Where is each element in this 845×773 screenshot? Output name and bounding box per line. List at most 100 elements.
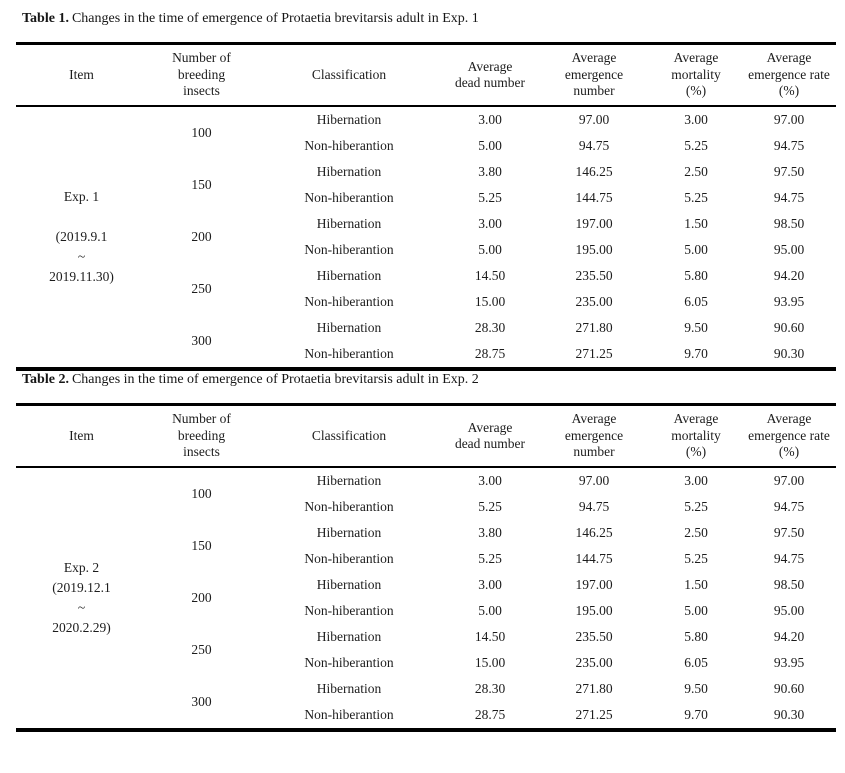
column-header-line: Average xyxy=(571,411,617,427)
classification-cell: Non-hiberantion xyxy=(304,190,394,205)
emergence-rate-cell: 90.30 xyxy=(773,346,805,361)
table-2-block: Table 2. Changes in the time of emergence… xyxy=(16,371,836,732)
emergence-number-cell: 146.25 xyxy=(575,164,613,179)
item-line: 2020.2.29) xyxy=(52,620,111,635)
dead-number-cell: 28.30 xyxy=(474,681,506,696)
column-header-dead-number: Average dead number xyxy=(442,404,538,468)
column-header-line: (%) xyxy=(778,83,800,99)
dead-number-cell: 14.50 xyxy=(474,629,506,644)
column-header-emergence-number: Average emergence number xyxy=(538,43,650,107)
emergence-rate-cell: 95.00 xyxy=(773,603,805,618)
dead-number-cell: 15.00 xyxy=(474,294,506,309)
dead-number-cell: 5.00 xyxy=(478,603,502,618)
table-row: Non-hiberantion 15.00 235.00 6.05 93.95 xyxy=(16,650,836,676)
emergence-number-cell: 146.25 xyxy=(575,525,613,540)
classification-cell: Non-hiberantion xyxy=(304,707,394,722)
table-1: Item Number of breeding insects Classificati… xyxy=(16,42,836,371)
column-header-line: (%) xyxy=(685,83,707,99)
header-row: Item Number of breeding insects Classificati… xyxy=(16,43,836,107)
column-header-line: (%) xyxy=(778,444,800,460)
item-cell: Exp. 2 (2019.12.1 ~2020.2.29) xyxy=(16,467,147,730)
column-header-line: Number of xyxy=(172,50,231,66)
emergence-number-cell: 235.00 xyxy=(575,655,613,670)
emergence-number-cell: 235.00 xyxy=(575,294,613,309)
table-2-caption: Table 2. Changes in the time of emergence… xyxy=(22,371,833,389)
column-header-emergence-number: Average emergence number xyxy=(538,404,650,468)
classification-cell: Non-hiberantion xyxy=(304,242,394,257)
emergence-rate-cell: 94.20 xyxy=(773,629,805,644)
emergence-rate-cell: 90.60 xyxy=(773,320,805,335)
mortality-cell: 5.00 xyxy=(684,242,708,257)
table-row: Non-hiberantion 28.75 271.25 9.70 90.30 xyxy=(16,702,836,730)
column-header-line: Classification xyxy=(311,427,387,443)
table-row: 300 Hibernation 28.30 271.80 9.50 90.60 xyxy=(16,676,836,709)
column-header-line: emergence xyxy=(564,427,624,443)
classification-cell: Hibernation xyxy=(316,112,382,127)
breeding-count-cell: 300 xyxy=(191,333,212,348)
column-header-line: Average xyxy=(673,50,719,66)
mortality-cell: 5.80 xyxy=(684,629,708,644)
table-2-caption-label: Table 2. xyxy=(22,372,69,387)
item-line: ~ xyxy=(77,600,86,615)
mortality-cell: 2.50 xyxy=(684,525,708,540)
column-header-emergence-rate: Average emergence rate (%) xyxy=(742,404,836,468)
column-header-line: insects xyxy=(183,83,220,99)
classification-cell: Non-hiberantion xyxy=(304,346,394,361)
breeding-count-cell: 200 xyxy=(191,229,212,244)
column-header-line: Average xyxy=(467,58,513,74)
header-row: Item Number of breeding insects Classificati… xyxy=(16,404,836,468)
emergence-rate-cell: 90.30 xyxy=(773,707,805,722)
classification-cell: Hibernation xyxy=(316,681,382,696)
classification-cell: Hibernation xyxy=(316,164,382,179)
column-header-line: (%) xyxy=(685,444,707,460)
mortality-cell: 6.05 xyxy=(684,294,708,309)
mortality-cell: 9.50 xyxy=(684,681,708,696)
column-header-classification: Classification xyxy=(256,404,442,468)
table-1-body: Exp. 1 (2019.9.1 ~2019.11.30) 100 Hibernatio… xyxy=(16,106,836,369)
classification-cell: Non-hiberantion xyxy=(304,138,394,153)
column-header-line: dead number xyxy=(454,436,526,451)
breeding-count-cell: 150 xyxy=(191,538,212,553)
emergence-number-cell: 271.25 xyxy=(575,707,613,722)
classification-cell: Hibernation xyxy=(316,216,382,231)
column-header-line: number xyxy=(573,83,615,99)
emergence-rate-cell: 97.50 xyxy=(773,164,805,179)
dead-number-cell: 28.75 xyxy=(474,346,506,361)
item-line: ~ xyxy=(77,249,86,264)
emergence-rate-cell: 93.95 xyxy=(773,294,805,309)
column-header-line: dead number xyxy=(454,75,526,90)
table-2-header: Item Number of breeding insects Classificati… xyxy=(16,404,836,468)
column-header-mortality: Average mortality (%) xyxy=(650,43,742,107)
column-header-line: emergence rate xyxy=(748,427,830,443)
mortality-cell: 3.00 xyxy=(684,473,708,488)
emergence-rate-cell: 94.75 xyxy=(773,190,805,205)
table-row: 150 Hibernation 3.80 146.25 2.50 97.50 xyxy=(16,520,836,553)
breeding-count-cell: 100 xyxy=(191,486,212,501)
table-1-header: Item Number of breeding insects Classificati… xyxy=(16,43,836,107)
table-row: 300 Hibernation 28.30 271.80 9.50 90.60 xyxy=(16,315,836,348)
dead-number-cell: 15.00 xyxy=(474,655,506,670)
column-header-classification: Classification xyxy=(256,43,442,107)
mortality-cell: 2.50 xyxy=(684,164,708,179)
emergence-number-cell: 197.00 xyxy=(575,577,613,592)
table-row: Non-hiberantion 28.75 271.25 9.70 90.30 xyxy=(16,341,836,369)
column-header-item: Item xyxy=(16,43,147,107)
emergence-number-cell: 271.80 xyxy=(575,681,613,696)
emergence-number-cell: 97.00 xyxy=(578,473,610,488)
mortality-cell: 1.50 xyxy=(684,216,708,231)
mortality-cell: 5.25 xyxy=(684,138,708,153)
emergence-rate-cell: 97.00 xyxy=(773,473,805,488)
breeding-count-cell: 200 xyxy=(191,590,212,605)
column-header-line: breeding xyxy=(177,427,226,443)
emergence-rate-cell: 98.50 xyxy=(773,216,805,231)
table-row: 200 Hibernation 3.00 197.00 1.50 98.50 xyxy=(16,211,836,244)
mortality-cell: 5.80 xyxy=(684,268,708,283)
column-header-line: Item xyxy=(69,66,94,82)
mortality-cell: 1.50 xyxy=(684,577,708,592)
column-header-mortality: Average mortality (%) xyxy=(650,404,742,468)
item-line xyxy=(16,207,147,227)
item-cell: Exp. 1 (2019.9.1 ~2019.11.30) xyxy=(16,106,147,369)
column-header-line: number xyxy=(573,444,615,460)
emergence-number-cell: 195.00 xyxy=(575,242,613,257)
column-header-dead-number: Average dead number xyxy=(442,43,538,107)
